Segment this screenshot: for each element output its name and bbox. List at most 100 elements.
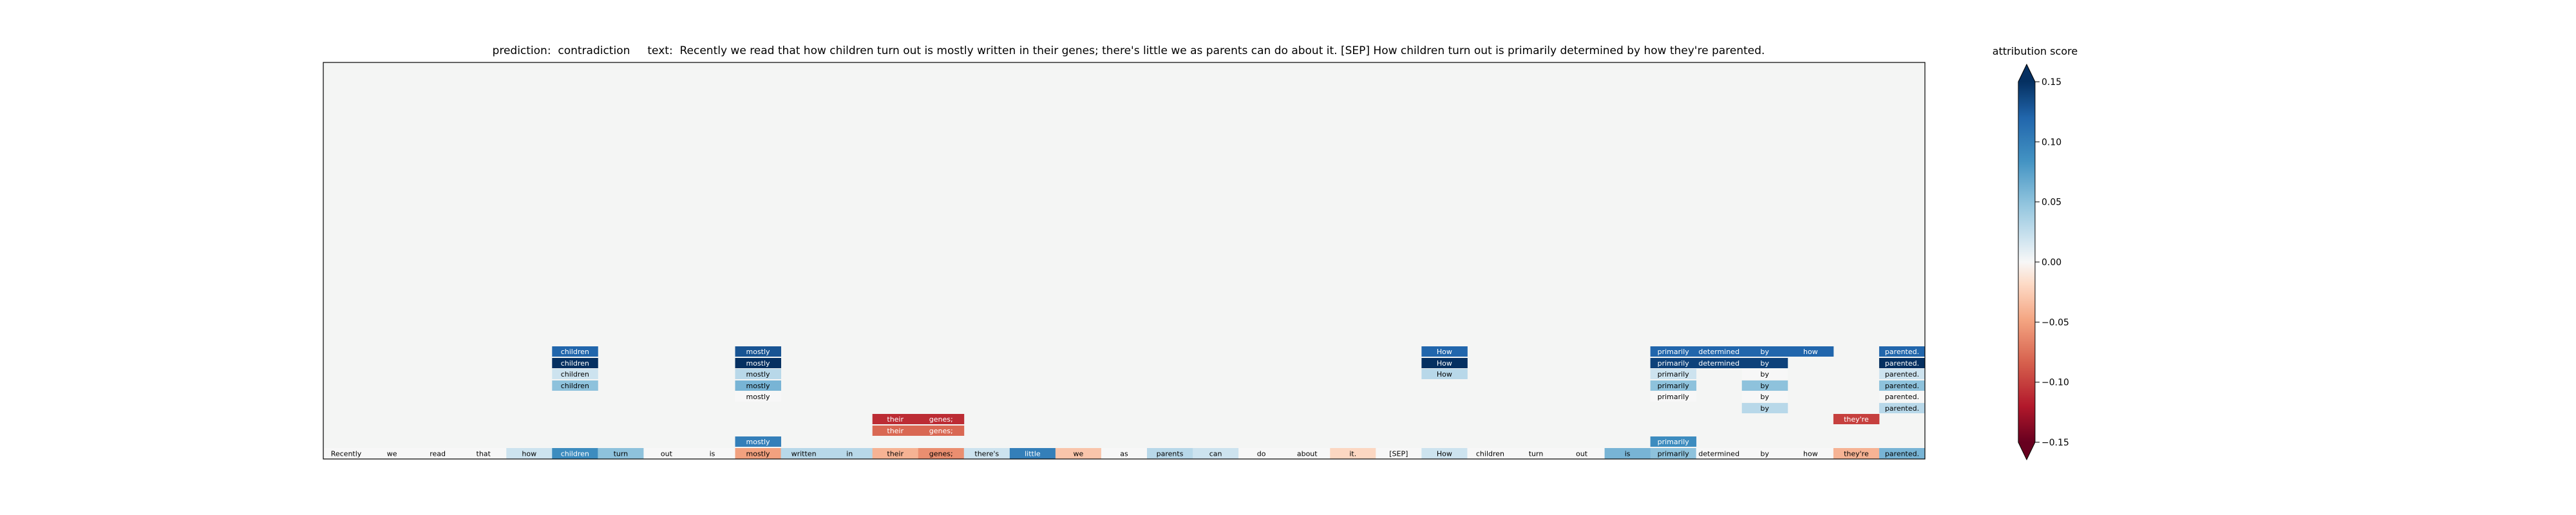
interaction-cell-label: parented. xyxy=(1885,348,1919,356)
interaction-cell-fill xyxy=(1696,346,1743,357)
interaction-cell-label: genes; xyxy=(929,415,953,424)
interaction-cell: mostly xyxy=(735,436,781,447)
interaction-cell-fill xyxy=(552,346,598,357)
interaction-cell: mostly xyxy=(735,369,781,379)
interaction-cell-label: by xyxy=(1761,382,1770,390)
interaction-cell-label: mostly xyxy=(746,348,771,356)
colorbar-tick-label: 0.00 xyxy=(2041,258,2061,268)
token-cell-fill xyxy=(415,448,461,459)
token-cell: genes; xyxy=(918,448,965,459)
token-cell-label: their xyxy=(887,449,904,458)
interaction-cell-label: their xyxy=(887,427,904,435)
interaction-cell-label: children xyxy=(561,370,589,379)
interaction-cell-label: mostly xyxy=(746,370,771,379)
token-cell-fill xyxy=(643,448,690,459)
interaction-cell-fill xyxy=(1741,380,1788,391)
token-cell: mostly xyxy=(735,448,781,459)
interaction-cell: primarily xyxy=(1650,391,1697,402)
token-cell: we xyxy=(1055,448,1102,459)
token-cell-label: parented. xyxy=(1885,449,1919,458)
interaction-cell: parented. xyxy=(1879,380,1926,391)
token-cell-label: is xyxy=(1625,449,1631,458)
interaction-cell-label: mostly xyxy=(746,438,771,446)
interaction-cell-fill xyxy=(1650,380,1697,391)
token-cell-label: mostly xyxy=(746,449,771,458)
interaction-cell-fill xyxy=(1650,369,1697,379)
interaction-cell: children xyxy=(552,358,598,368)
token-cell: about xyxy=(1284,448,1331,459)
interaction-cell: children xyxy=(552,380,598,391)
token-cell-label: turn xyxy=(1529,449,1544,458)
interaction-cell-label: primarily xyxy=(1658,359,1690,368)
token-cell: we xyxy=(369,448,415,459)
interaction-cell: How xyxy=(1421,346,1468,357)
token-cell-fill xyxy=(781,448,828,459)
token-cell-label: that xyxy=(477,449,491,458)
token-cell-fill xyxy=(1376,448,1422,459)
interaction-cell: mostly xyxy=(735,358,781,368)
token-cell-label: they're xyxy=(1844,449,1869,458)
colorbar-tick-label: −0.10 xyxy=(2041,378,2069,388)
interaction-cell: their xyxy=(872,414,919,424)
token-cell: written xyxy=(781,448,828,459)
token-cell-fill xyxy=(1238,448,1285,459)
interaction-cell-fill xyxy=(552,380,598,391)
token-cell: by xyxy=(1741,448,1788,459)
interaction-cell-label: they're xyxy=(1844,415,1869,424)
interaction-cell-label: primarily xyxy=(1658,348,1690,356)
token-cell-fill xyxy=(1650,448,1697,459)
interaction-cell-fill xyxy=(1879,358,1926,368)
token-cell-label: it. xyxy=(1349,449,1356,458)
token-cell-label: do xyxy=(1257,449,1266,458)
token-cell-fill xyxy=(689,448,735,459)
token-cell-fill xyxy=(460,448,507,459)
token-cell-fill xyxy=(963,448,1010,459)
interaction-cell-fill xyxy=(1421,369,1468,379)
interaction-cell: by xyxy=(1741,380,1788,391)
interaction-cell-label: mostly xyxy=(746,359,771,368)
interaction-cell-label: parented. xyxy=(1885,404,1919,413)
token-cell-label: written xyxy=(791,449,817,458)
plot-frame xyxy=(323,62,1926,460)
interaction-cell-label: parented. xyxy=(1885,359,1919,368)
token-cell-fill xyxy=(826,448,873,459)
token-cell: how xyxy=(1787,448,1834,459)
colorbar-extend-bottom xyxy=(2018,442,2035,460)
token-cell: do xyxy=(1238,448,1285,459)
interaction-cell: how xyxy=(1787,346,1834,357)
token-cell-label: children xyxy=(561,449,589,458)
colorbar: 0.15 0.10 0.05 0.00 −0.05 −0.10 −0.15 xyxy=(2018,63,2069,461)
interaction-cell-fill xyxy=(918,426,965,436)
token-cell: is xyxy=(689,448,735,459)
interaction-cell: mostly xyxy=(735,391,781,402)
interaction-cell-fill xyxy=(735,358,781,368)
token-cell: can xyxy=(1193,448,1239,459)
interaction-cell-fill xyxy=(1879,380,1926,391)
interaction-cell: genes; xyxy=(918,426,965,436)
interaction-cell-label: determined xyxy=(1698,359,1739,368)
token-cell: out xyxy=(643,448,690,459)
token-cell: Recently xyxy=(323,448,370,459)
token-cell: read xyxy=(415,448,461,459)
interaction-cell: by xyxy=(1741,403,1788,413)
interaction-cell-fill xyxy=(735,369,781,379)
token-cell-fill xyxy=(1604,448,1651,459)
token-cell: their xyxy=(872,448,919,459)
interaction-cell-label: by xyxy=(1761,404,1770,413)
token-cell: parents xyxy=(1147,448,1193,459)
token-cell: they're xyxy=(1833,448,1880,459)
interaction-cell-label: genes; xyxy=(929,427,953,435)
interaction-cell-label: determined xyxy=(1698,348,1739,356)
interaction-cell-fill xyxy=(1879,391,1926,402)
interaction-cell: primarily xyxy=(1650,346,1697,357)
token-cell: that xyxy=(460,448,507,459)
token-cell-fill xyxy=(735,448,781,459)
interaction-cell-label: How xyxy=(1437,348,1452,356)
chart-title: prediction: contradiction text: Recently… xyxy=(492,44,1765,57)
token-cell-fill xyxy=(1101,448,1148,459)
token-cell-label: little xyxy=(1025,449,1041,458)
interaction-cell-label: their xyxy=(887,415,904,424)
colorbar-tick-label: −0.05 xyxy=(2041,317,2069,328)
interaction-cell: parented. xyxy=(1879,346,1926,357)
interaction-cell: by xyxy=(1741,369,1788,379)
